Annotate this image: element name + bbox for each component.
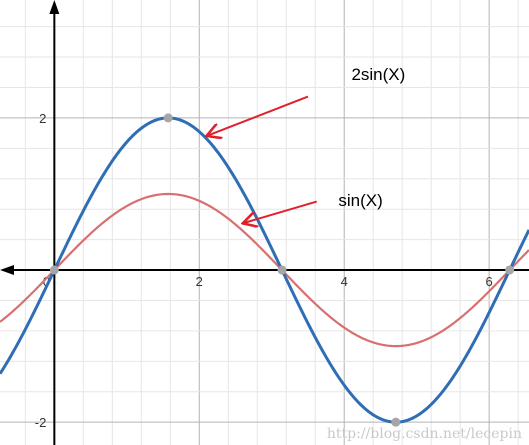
annotations: 2sin(X) sin(X) — [208, 65, 405, 223]
data-point — [277, 265, 287, 275]
x-axis-arrowhead-icon — [0, 265, 14, 276]
x-tick-label: 2 — [196, 274, 203, 289]
y-axis-arrowhead-icon — [49, 0, 60, 14]
x-tick-label: 6 — [486, 274, 493, 289]
data-point — [49, 265, 59, 275]
x-tick-label: 4 — [341, 274, 348, 289]
annotation-arrow-icon — [208, 95, 309, 136]
y-tick-label: 2 — [39, 111, 46, 126]
y-tick-label: -2 — [35, 415, 47, 430]
annotation-label: 2sin(X) — [351, 65, 405, 84]
x-tick-label: 0 — [43, 274, 50, 289]
curves — [0, 116, 529, 424]
series-line — [0, 192, 529, 348]
annotation-label: sin(X) — [338, 191, 382, 210]
data-point — [391, 417, 401, 427]
marked-points — [49, 113, 515, 427]
data-point — [163, 113, 173, 123]
watermark: http://blog.csdn.net/lecepin — [327, 426, 522, 442]
series-line — [0, 116, 529, 424]
annotation-arrow-icon — [244, 200, 317, 223]
data-point — [505, 265, 515, 275]
